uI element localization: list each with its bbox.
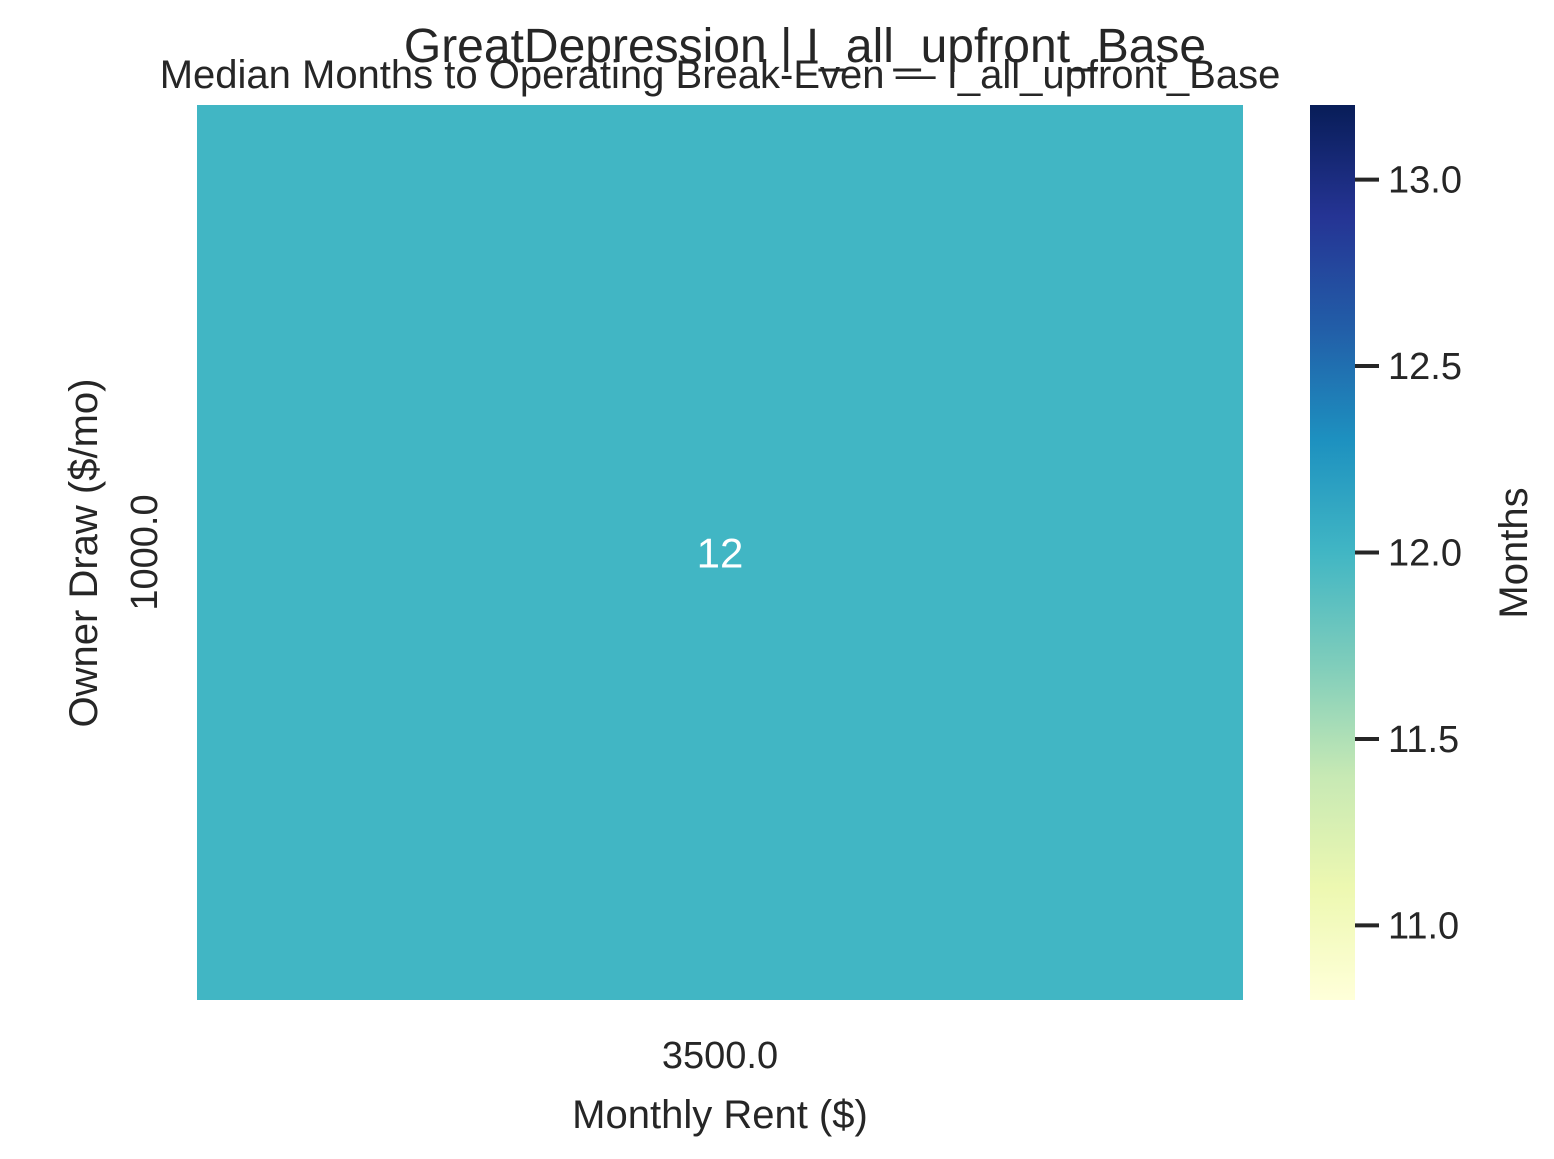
x-axis-label: Monthly Rent ($) — [572, 1093, 868, 1137]
colorbar-tick-label: 12.0 — [1388, 533, 1462, 575]
heatmap-cell-annotation: 12 — [697, 530, 744, 577]
heatmap-cells: 12 — [197, 105, 1243, 1000]
figure-subtitle: Median Months to Operating Break-Even — … — [160, 53, 1281, 97]
x-tick-label: 3500.0 — [662, 1035, 778, 1077]
colorbar-ticks: 11.0 11.5 12.0 12.5 13.0 — [1355, 160, 1462, 947]
y-tick-label: 1000.0 — [124, 494, 166, 610]
colorbar-tick-label: 13.0 — [1388, 160, 1462, 202]
colorbar-tick-label: 11.0 — [1388, 905, 1459, 947]
heatmap-cell — [197, 105, 1243, 1000]
y-axis-label: Owner Draw ($/mo) — [62, 379, 106, 728]
colorbar-tick-label: 12.5 — [1388, 346, 1462, 388]
y-tick-labels: 1000.0 — [124, 494, 166, 610]
x-tick-labels: 3500.0 — [662, 1035, 778, 1077]
colorbar-label: Months — [1492, 487, 1536, 618]
colorbar-tick-label: 11.5 — [1388, 719, 1459, 761]
colorbar — [1310, 105, 1355, 1000]
figure-title: GreatDepression | I_all_upfront_Base — [404, 20, 1206, 73]
